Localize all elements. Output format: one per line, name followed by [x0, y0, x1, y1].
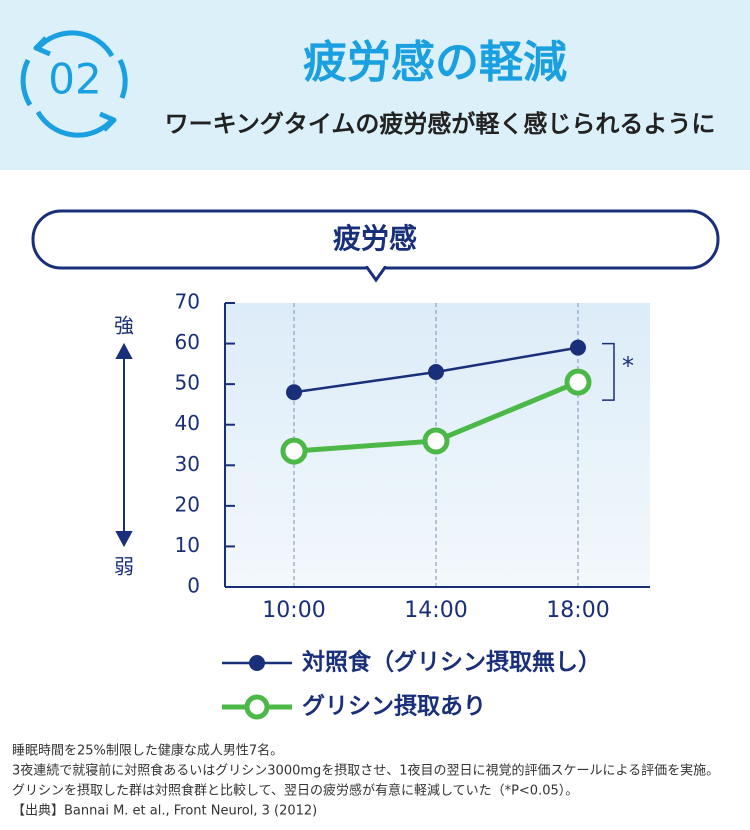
note: 睡眠時間を25%制限した健康な成人男性7名。 [12, 743, 283, 759]
y-tick-label: 10 [175, 533, 200, 557]
point [286, 384, 302, 401]
header-subtitle: ワーキングタイムの疲労感が軽く感じられるように [165, 110, 716, 138]
y-tick-label: 60 [175, 330, 200, 354]
axis-high-label: 強 [114, 314, 134, 338]
x-tick-label: 14:00 [404, 598, 467, 623]
point [428, 363, 444, 380]
note: グリシンを摂取した群は対照食群と比較して、翌日の疲労感が有意に軽減していた（*P… [12, 783, 578, 799]
header-title: 疲労感の軽減 [303, 37, 567, 88]
legend-marker [244, 694, 270, 720]
legend-marker [249, 655, 265, 671]
legend-label: グリシン摂取あり [302, 693, 486, 720]
point [570, 339, 586, 356]
chart-title: 疲労感 [333, 222, 417, 255]
significance-mark: * [622, 352, 634, 380]
point [280, 437, 308, 465]
note: 【出典】Bannai M. et al., Front Neurol, 3 (2… [12, 804, 317, 819]
notes: 睡眠時間を25%制限した健康な成人男性7名。 3夜連続で就寝前に対照食あるいはグリ… [12, 743, 719, 819]
section-number: 02 [48, 55, 101, 104]
y-tick-label: 0 [187, 574, 200, 598]
point [422, 427, 450, 455]
pointer-gap [364, 262, 388, 266]
legend-label: 対照食（グリシン摂取無し） [302, 649, 601, 676]
x-tick-label: 10:00 [262, 598, 325, 623]
note: 3夜連続で就寝前に対照食あるいはグリシン3000mgを摂取させ、1夜目の翌日に視… [12, 763, 719, 779]
y-tick-label: 70 [175, 290, 200, 314]
strength-arrow [115, 342, 133, 548]
y-tick-label: 30 [175, 452, 200, 476]
x-tick-label: 18:00 [546, 598, 609, 623]
axis-low-label: 弱 [114, 555, 134, 579]
number-icon [20, 30, 128, 138]
y-tick-label: 40 [175, 411, 200, 435]
title-pointer [364, 265, 388, 283]
significance-bracket [602, 342, 615, 401]
point [564, 368, 592, 396]
y-tick-label: 20 [175, 492, 200, 516]
y-tick-label: 50 [175, 371, 200, 395]
